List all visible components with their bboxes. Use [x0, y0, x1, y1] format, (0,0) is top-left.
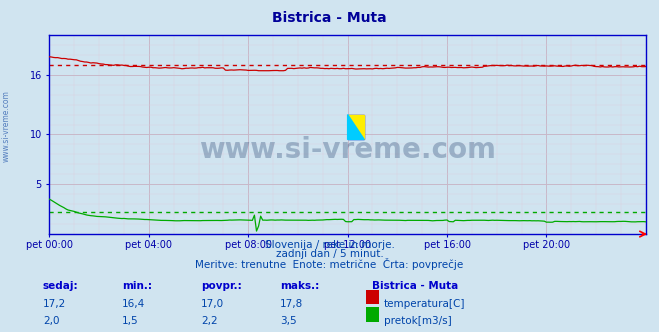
Text: Meritve: trenutne  Enote: metrične  Črta: povprečje: Meritve: trenutne Enote: metrične Črta: … [195, 258, 464, 270]
Text: 17,0: 17,0 [201, 299, 224, 309]
Text: 17,2: 17,2 [43, 299, 66, 309]
Text: zadnji dan / 5 minut.: zadnji dan / 5 minut. [275, 249, 384, 259]
Text: 3,5: 3,5 [280, 316, 297, 326]
Text: povpr.:: povpr.: [201, 281, 242, 290]
Text: Slovenija / reke in morje.: Slovenija / reke in morje. [264, 240, 395, 250]
Polygon shape [348, 115, 364, 139]
Text: sedaj:: sedaj: [43, 281, 78, 290]
Text: 17,8: 17,8 [280, 299, 303, 309]
Text: www.si-vreme.com: www.si-vreme.com [199, 136, 496, 164]
Text: 2,0: 2,0 [43, 316, 59, 326]
Text: 1,5: 1,5 [122, 316, 138, 326]
Text: temperatura[C]: temperatura[C] [384, 299, 465, 309]
Text: maks.:: maks.: [280, 281, 320, 290]
Polygon shape [348, 115, 364, 139]
Text: pretok[m3/s]: pretok[m3/s] [384, 316, 451, 326]
Text: min.:: min.: [122, 281, 152, 290]
Text: Bistrica - Muta: Bistrica - Muta [372, 281, 459, 290]
Text: www.si-vreme.com: www.si-vreme.com [2, 90, 11, 162]
Text: 16,4: 16,4 [122, 299, 145, 309]
Text: Bistrica - Muta: Bistrica - Muta [272, 11, 387, 25]
Text: 2,2: 2,2 [201, 316, 217, 326]
Bar [348, 115, 364, 139]
